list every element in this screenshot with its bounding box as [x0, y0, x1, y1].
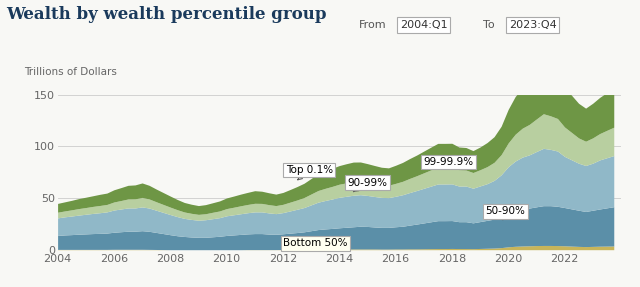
Text: 2004:Q1: 2004:Q1 — [400, 20, 447, 30]
Text: To: To — [483, 20, 495, 30]
Text: From: From — [358, 20, 386, 30]
Text: 99-99.9%: 99-99.9% — [424, 157, 474, 167]
Text: Bottom 50%: Bottom 50% — [283, 238, 348, 249]
Text: Trillions of Dollars: Trillions of Dollars — [24, 67, 116, 77]
Text: 90-99%: 90-99% — [348, 178, 388, 192]
Text: 2023:Q4: 2023:Q4 — [509, 20, 557, 30]
Text: Top 0.1%: Top 0.1% — [285, 165, 333, 180]
Text: Wealth by wealth percentile group: Wealth by wealth percentile group — [6, 6, 327, 23]
Text: 50-90%: 50-90% — [486, 206, 525, 220]
